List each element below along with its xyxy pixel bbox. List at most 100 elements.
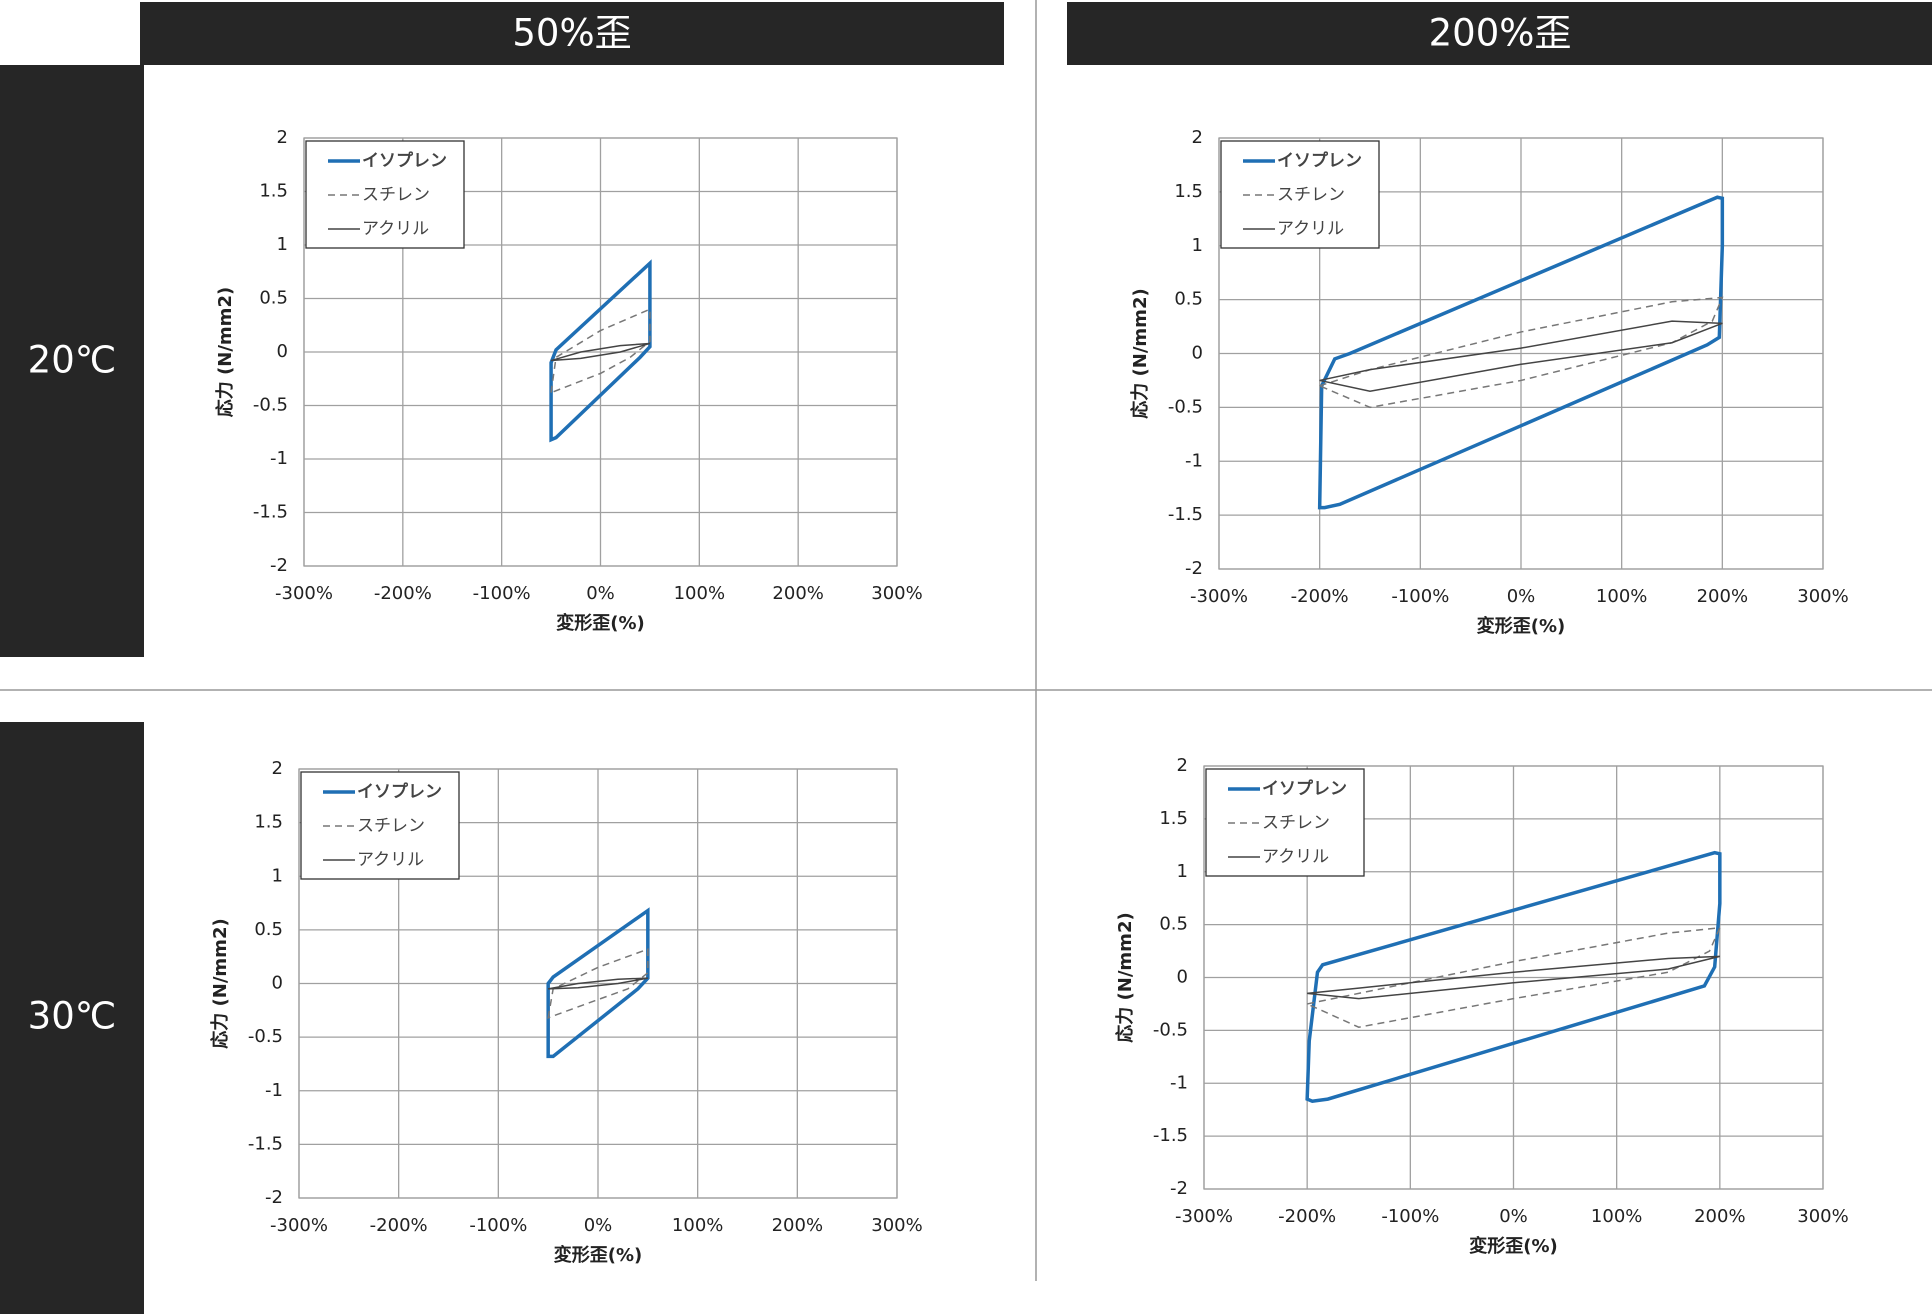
x-tick-label: -300%: [1175, 1206, 1233, 1227]
column-header: 50%歪: [512, 12, 631, 55]
y-tick-label: 1: [1177, 861, 1188, 882]
y-tick-label: 0: [1192, 343, 1203, 364]
legend-box: [300, 771, 460, 880]
chart: -300% -200% -100% 0% 100% 200% 300% -2 -1.5 -1 -0.…: [1129, 127, 1849, 637]
y-tick-label: -0.5: [1168, 396, 1203, 417]
x-tick-label: -300%: [270, 1215, 328, 1236]
legend-box: [305, 140, 465, 249]
y-tick-label: 2: [1192, 127, 1203, 148]
x-tick-label: 0%: [586, 583, 615, 604]
legend-label: アクリル: [357, 850, 424, 870]
y-tick-label: 2: [272, 758, 283, 779]
plot-frame: [303, 137, 898, 567]
chart: -300% -200% -100% 0% 100% 200% 300% -2 -1.5 -1 -0.…: [209, 758, 923, 1266]
y-tick-label: -1.5: [253, 502, 288, 523]
chart: -300% -200% -100% 0% 100% 200% 300% -2 -1.5 -1 -0.…: [214, 127, 923, 634]
y-tick-label: -0.5: [1153, 1019, 1188, 1040]
loop-line: [547, 948, 649, 1019]
y-tick-label: 0.5: [1159, 914, 1188, 935]
loop-line: [550, 308, 651, 394]
legend-label: スチレン: [362, 185, 430, 205]
x-axis-title: 変形歪(%): [556, 612, 645, 634]
y-tick-label: -1: [1185, 450, 1203, 471]
x-tick-label: -300%: [275, 583, 333, 604]
x-axis-title: 変形歪(%): [554, 1244, 643, 1266]
x-axis-title: 変形歪(%): [1469, 1235, 1558, 1257]
y-tick-label: -1: [265, 1080, 283, 1101]
column-header-bg: [140, 2, 1004, 65]
x-tick-label: 200%: [772, 583, 823, 604]
y-tick-label: 1.5: [259, 181, 288, 202]
loop-line: [550, 342, 651, 362]
x-tick-label: 300%: [1797, 586, 1848, 607]
legend-label: イソプレン: [362, 150, 447, 171]
y-tick-label: -0.5: [248, 1026, 283, 1047]
y-tick-label: 1.5: [254, 812, 283, 833]
loop-line: [546, 907, 650, 1059]
y-axis-title: 応力 (N/mm2): [1114, 912, 1136, 1042]
x-tick-label: 300%: [871, 1215, 922, 1236]
plot-frame: [298, 768, 898, 1199]
y-axis-title: 応力 (N/mm2): [214, 287, 236, 417]
y-tick-label: -1: [1170, 1072, 1188, 1093]
x-tick-label: 100%: [1591, 1206, 1642, 1227]
y-tick-label: -2: [1185, 558, 1203, 579]
legend-label: アクリル: [1277, 219, 1344, 239]
y-tick-label: 0.5: [259, 288, 288, 309]
y-tick-label: 1: [277, 234, 288, 255]
x-tick-label: -200%: [1278, 1206, 1336, 1227]
chart: -300% -200% -100% 0% 100% 200% 300% -2 -1.5 -1 -0.…: [1114, 755, 1849, 1257]
y-tick-label: 0.5: [1174, 289, 1203, 310]
plot-frame: [1218, 137, 1824, 570]
x-tick-label: 300%: [1797, 1206, 1848, 1227]
y-tick-label: -1.5: [1168, 504, 1203, 525]
y-tick-label: 0.5: [254, 919, 283, 940]
loop-line: [1304, 926, 1722, 1028]
x-tick-label: 100%: [672, 1215, 723, 1236]
x-tick-label: 0%: [1499, 1206, 1528, 1227]
loop-line: [1319, 320, 1723, 392]
column-header: 200%歪: [1429, 12, 1572, 55]
y-tick-label: -1.5: [1153, 1125, 1188, 1146]
y-tick-label: -1.5: [248, 1133, 283, 1154]
row-header-bg: [0, 722, 144, 1314]
y-tick-label: -0.5: [253, 395, 288, 416]
x-tick-label: -200%: [374, 583, 432, 604]
legend-label: イソプレン: [357, 781, 442, 802]
y-tick-label: 2: [1177, 755, 1188, 776]
y-tick-label: 1.5: [1174, 181, 1203, 202]
x-tick-label: 200%: [1694, 1206, 1745, 1227]
y-tick-label: 1.5: [1159, 808, 1188, 829]
legend-label: イソプレン: [1262, 778, 1347, 799]
loop-line: [1307, 955, 1721, 1000]
y-axis-title: 応力 (N/mm2): [1129, 288, 1151, 418]
x-tick-label: -100%: [1381, 1206, 1439, 1227]
legend-label: スチレン: [1277, 185, 1345, 205]
row-header: 20℃: [28, 339, 117, 382]
y-axis-title: 応力 (N/mm2): [209, 918, 231, 1048]
loop-line: [1317, 195, 1725, 510]
plot-frame: [1203, 765, 1824, 1190]
legend-label: アクリル: [1262, 847, 1329, 867]
x-tick-label: 0%: [1507, 586, 1536, 607]
x-tick-label: 0%: [584, 1215, 613, 1236]
y-tick-label: 1: [1192, 235, 1203, 256]
row-header: 30℃: [28, 995, 117, 1038]
x-axis-title: 変形歪(%): [1477, 615, 1566, 637]
x-tick-label: 100%: [1596, 586, 1647, 607]
y-tick-label: 2: [277, 127, 288, 148]
row-header-bg: [0, 65, 144, 657]
y-tick-label: 0: [1177, 967, 1188, 988]
loop-line: [1317, 296, 1724, 409]
y-tick-label: 0: [272, 973, 283, 994]
loop-line: [1305, 850, 1722, 1104]
y-tick-label: -2: [270, 555, 288, 576]
x-tick-label: -200%: [370, 1215, 428, 1236]
x-tick-label: -100%: [469, 1215, 527, 1236]
x-tick-label: 200%: [772, 1215, 823, 1236]
legend-label: アクリル: [362, 219, 429, 239]
x-tick-label: -200%: [1291, 586, 1349, 607]
y-tick-label: -2: [265, 1187, 283, 1208]
legend-label: スチレン: [357, 816, 425, 836]
